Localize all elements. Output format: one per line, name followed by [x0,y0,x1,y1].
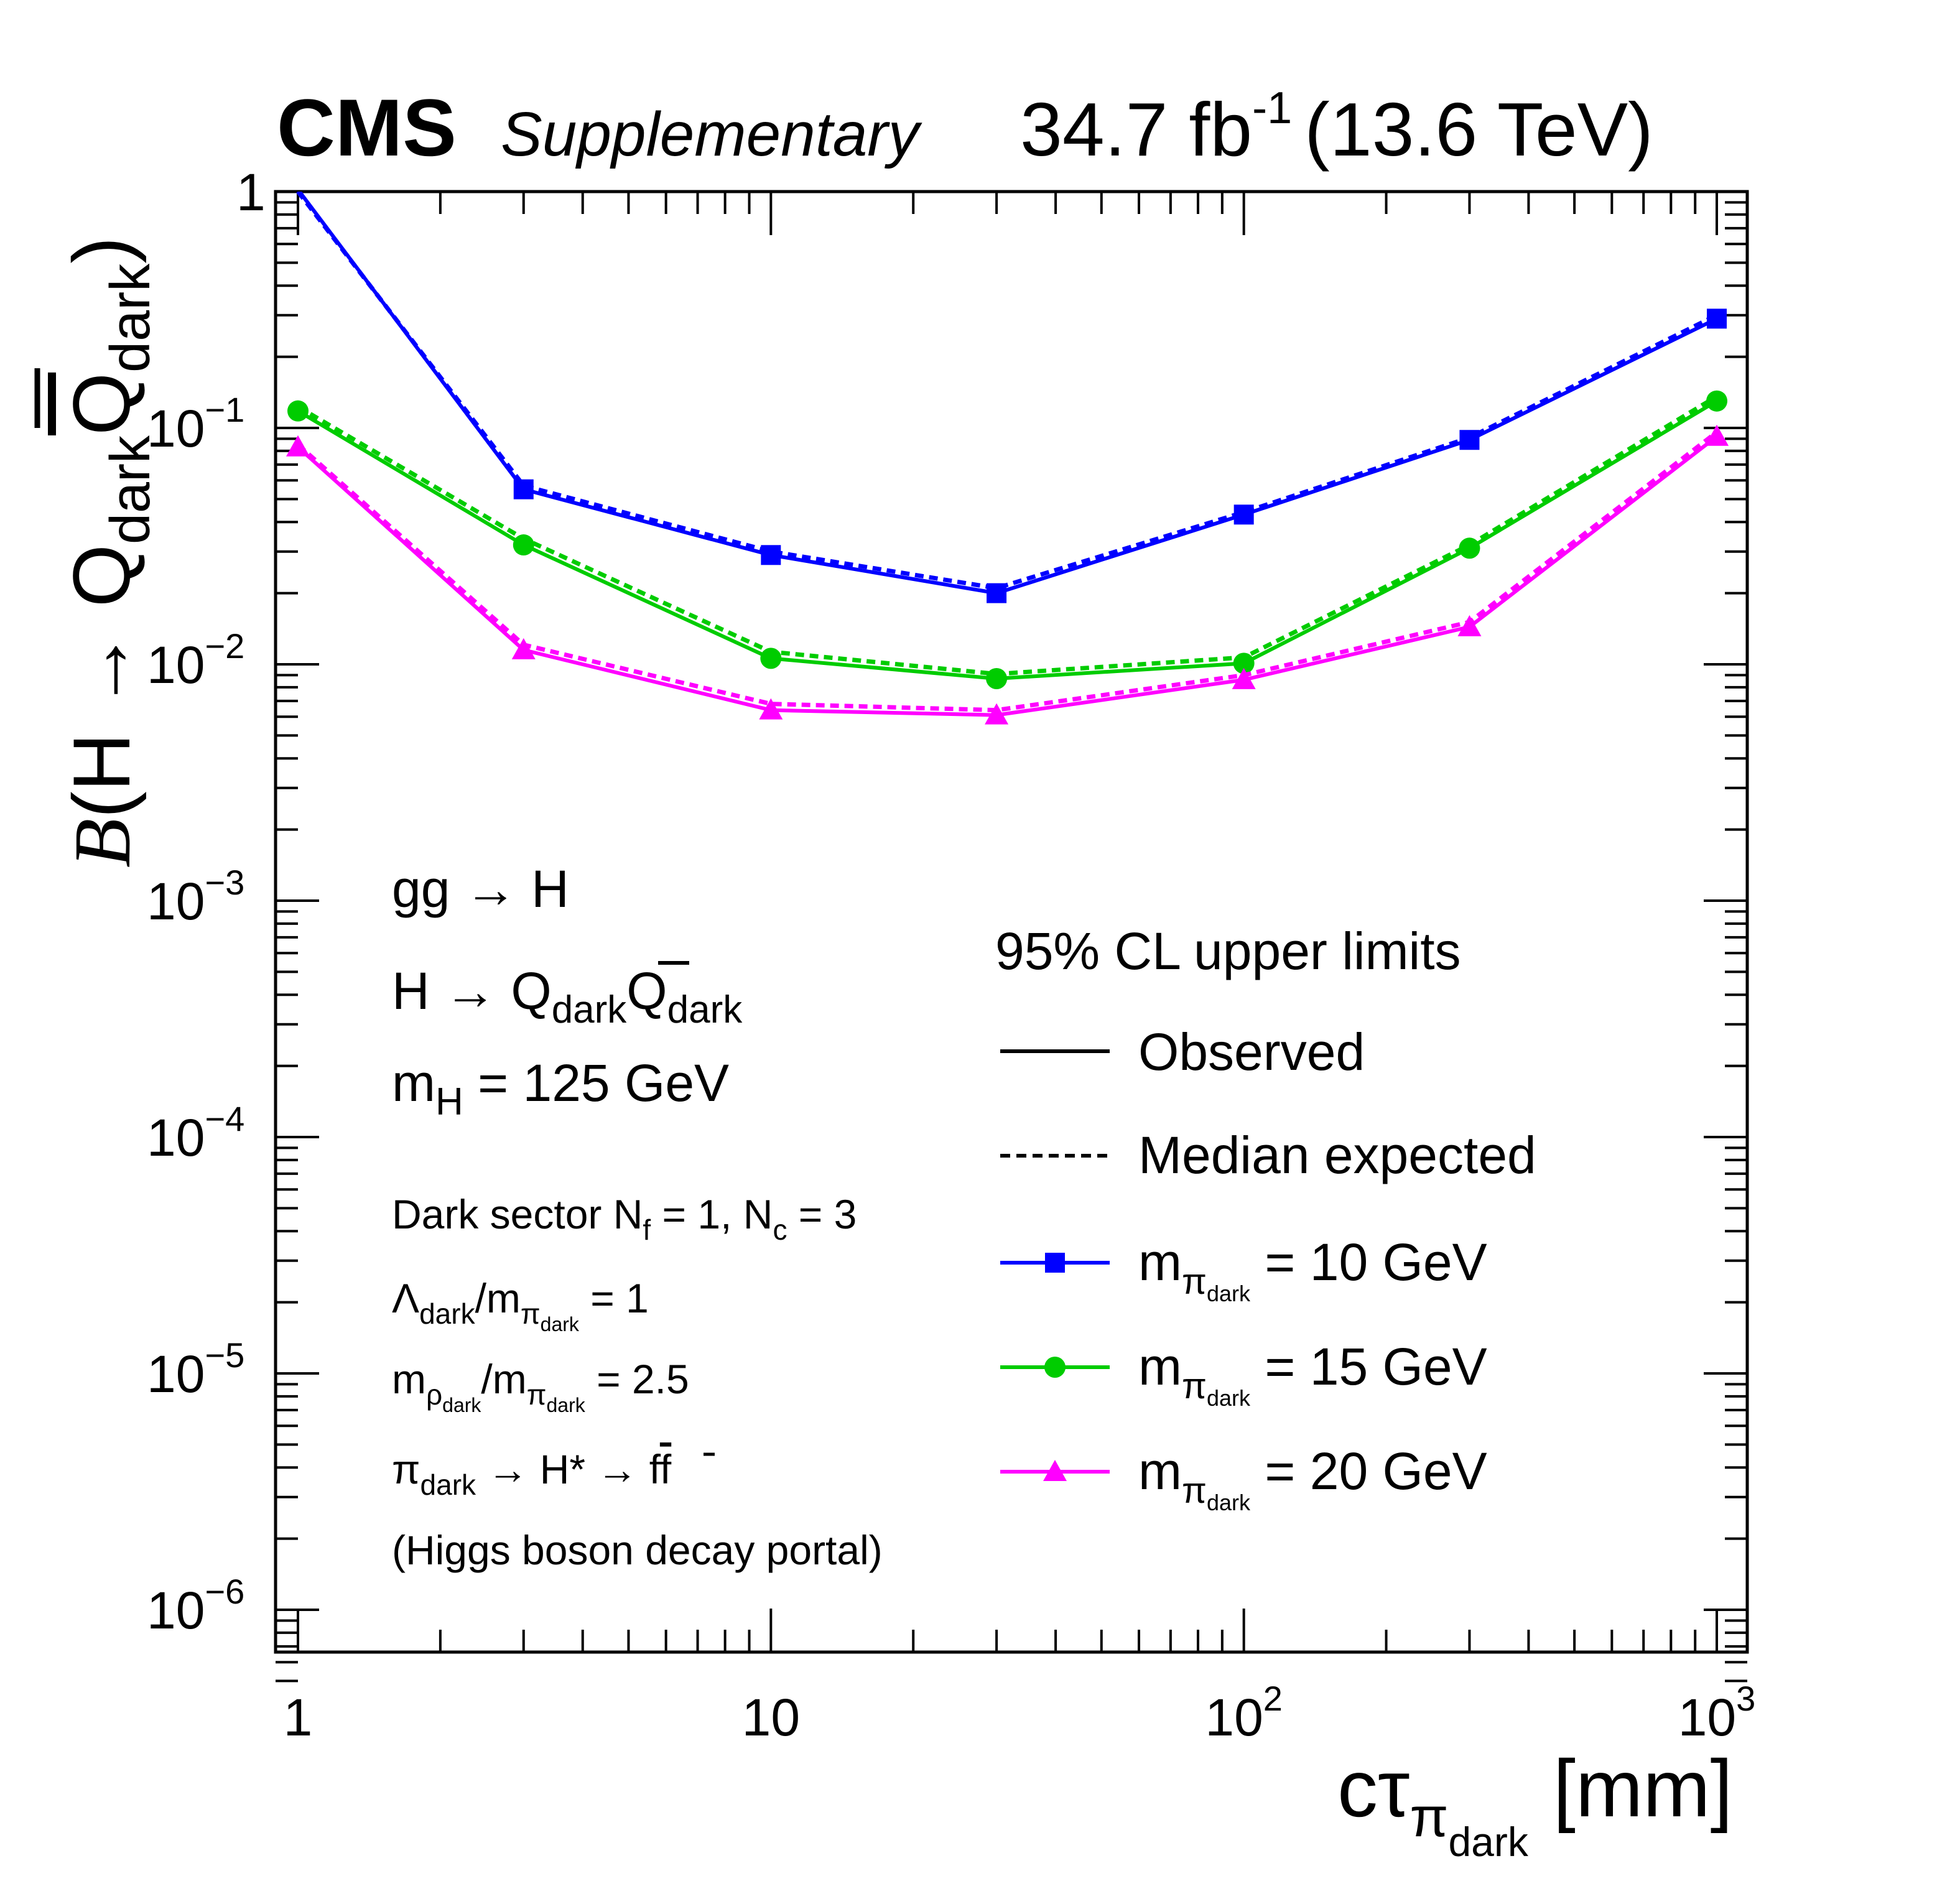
decay-label: H → QdarkQdark [392,962,743,1031]
x-axis-title: cτπdark[mm] [1337,1743,1733,1865]
higgs-mass-label: mH = 125 GeV [392,1054,729,1123]
y-tick-label: 1 [236,163,266,221]
status-label: Supplementary [501,100,923,169]
series-10-gev [296,192,1727,603]
y-tick-labels: 1 10−1 10−2 10−3 10−4 10−5 10−6 [147,163,266,1640]
square-marker [1459,430,1480,450]
x-tick-label: 103 [1678,1679,1756,1747]
triangle-marker [286,435,310,457]
legend-expected-label: Median expected [1138,1126,1536,1184]
legend-mass-entries: mπdark = 10 GeV mπdark = 15 GeV mπdark = 2… [1000,1233,1487,1515]
y-tick-label: 10−5 [147,1335,244,1403]
square-marker [1233,504,1254,525]
circle-marker [1706,390,1727,412]
square-marker [513,479,534,499]
portal-note: (Higgs boson decay portal) [392,1527,883,1573]
triangle-marker [985,703,1009,725]
triangle-marker [1457,615,1482,636]
triangle-marker [511,638,536,659]
triangle-marker [1043,1460,1067,1481]
annotations: gg → H H → QdarkQdark mH = 125 GeV Dark … [392,860,883,1573]
y-tick-label: 10−4 [147,1099,244,1167]
legend-observed-label: Observed [1138,1023,1365,1081]
triangle-marker [759,698,783,720]
circle-marker [1044,1357,1066,1378]
y-axis-title: B(H → QdarkQdark) [56,236,162,868]
y-tick-label: 10−2 [147,626,244,694]
circle-marker [1233,652,1255,674]
plot-frame [274,190,1749,1654]
square-marker [1707,309,1727,329]
process-label: gg → H [392,860,569,918]
lumi-label: 34.7 fb-1 (13.6 TeV) [1020,83,1653,172]
dark-sector-label: Dark sector Nf = 1, Nc = 3 [392,1191,857,1246]
axis-ticks [276,190,1747,1683]
square-marker [761,545,781,565]
legend-mass-label: mπdark = 20 GeV [1138,1442,1487,1515]
portal-decay-label: πdark → H* → ff [392,1446,672,1501]
circle-marker [986,667,1008,689]
series-20-gev [286,424,1729,725]
lambda-ratio-label: Λdark/mπdark = 1 [392,1275,649,1335]
y-tick-label: 10−1 [147,390,244,458]
legend-mass-label: mπdark = 10 GeV [1138,1233,1487,1306]
legend: 95% CL upper limits Observed Median expe… [995,922,1536,1515]
observed-line [296,435,1718,717]
cms-label: CMS [277,82,457,173]
y-tick-label: 10−6 [147,1572,244,1640]
legend-title: 95% CL upper limits [995,922,1461,980]
x-tick-label: 102 [1205,1679,1283,1747]
circle-marker [513,534,534,556]
circle-marker [760,648,782,669]
legend-mass-label: mπdark = 15 GeV [1138,1337,1487,1411]
x-tick-label: 1 [284,1688,313,1747]
data-series [286,192,1729,725]
circle-marker [287,400,309,422]
square-marker [1045,1253,1065,1273]
square-marker [987,583,1007,603]
circle-marker [1459,537,1480,559]
triangle-marker [1705,424,1729,446]
series-15-gev [287,390,1727,689]
x-tick-labels: 1 10 102 103 [284,1679,1756,1747]
x-tick-label: 10 [742,1688,800,1747]
triangle-marker [1232,667,1256,689]
rho-ratio-label: mρdark/mπdark = 2.5 [392,1356,689,1416]
y-tick-label: 10−3 [147,863,244,931]
